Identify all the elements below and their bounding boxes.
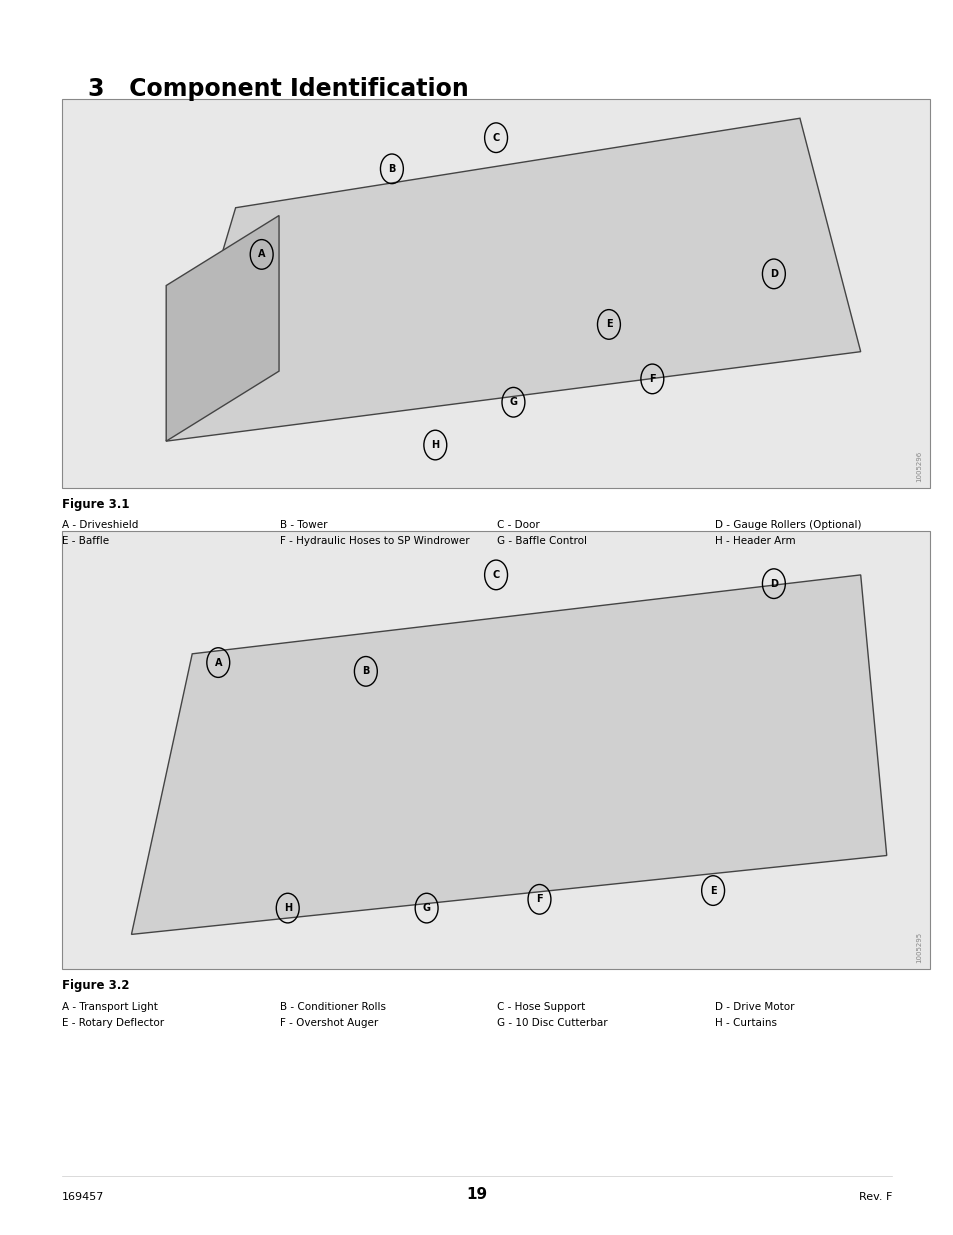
- Text: 1005295: 1005295: [916, 932, 922, 963]
- Text: G: G: [422, 903, 430, 913]
- Bar: [62, 531, 929, 969]
- Text: Figure 3.1: Figure 3.1: [62, 498, 130, 511]
- Polygon shape: [132, 576, 886, 935]
- Text: D: D: [769, 579, 777, 589]
- Text: 3   Component Identification: 3 Component Identification: [88, 77, 468, 100]
- Text: 19: 19: [466, 1187, 487, 1202]
- Text: G - 10 Disc Cutterbar: G - 10 Disc Cutterbar: [497, 1018, 607, 1028]
- Text: E - Rotary Deflector: E - Rotary Deflector: [62, 1018, 164, 1028]
- Text: G: G: [509, 398, 517, 408]
- Text: A: A: [257, 249, 265, 259]
- Text: C: C: [492, 132, 499, 143]
- Text: B - Tower: B - Tower: [279, 520, 327, 530]
- Text: A - Transport Light: A - Transport Light: [62, 1002, 157, 1011]
- Text: Rev. F: Rev. F: [858, 1192, 891, 1202]
- Text: H: H: [431, 440, 439, 450]
- Text: C: C: [492, 569, 499, 580]
- Text: C - Hose Support: C - Hose Support: [497, 1002, 585, 1011]
- Text: C - Door: C - Door: [497, 520, 539, 530]
- Text: A - Driveshield: A - Driveshield: [62, 520, 138, 530]
- Text: F - Hydraulic Hoses to SP Windrower: F - Hydraulic Hoses to SP Windrower: [279, 536, 469, 546]
- Text: E: E: [709, 885, 716, 895]
- Bar: [62, 99, 929, 488]
- Text: E: E: [605, 320, 612, 330]
- Text: G - Baffle Control: G - Baffle Control: [497, 536, 586, 546]
- Text: 1005296: 1005296: [916, 451, 922, 482]
- Text: H: H: [283, 903, 292, 913]
- Text: B - Conditioner Rolls: B - Conditioner Rolls: [279, 1002, 385, 1011]
- Text: 169457: 169457: [62, 1192, 104, 1202]
- Text: A: A: [214, 657, 222, 668]
- Polygon shape: [166, 216, 278, 441]
- Text: D - Gauge Rollers (Optional): D - Gauge Rollers (Optional): [714, 520, 861, 530]
- Text: Figure 3.2: Figure 3.2: [62, 979, 130, 993]
- Polygon shape: [166, 119, 860, 441]
- Text: B: B: [362, 667, 369, 677]
- Text: B: B: [388, 164, 395, 174]
- Text: F - Overshot Auger: F - Overshot Auger: [279, 1018, 377, 1028]
- Text: H - Header Arm: H - Header Arm: [714, 536, 795, 546]
- Text: F: F: [536, 894, 542, 904]
- Text: D: D: [769, 269, 777, 279]
- Text: E - Baffle: E - Baffle: [62, 536, 109, 546]
- Text: H - Curtains: H - Curtains: [714, 1018, 776, 1028]
- Text: D - Drive Motor: D - Drive Motor: [714, 1002, 793, 1011]
- Text: F: F: [648, 374, 655, 384]
